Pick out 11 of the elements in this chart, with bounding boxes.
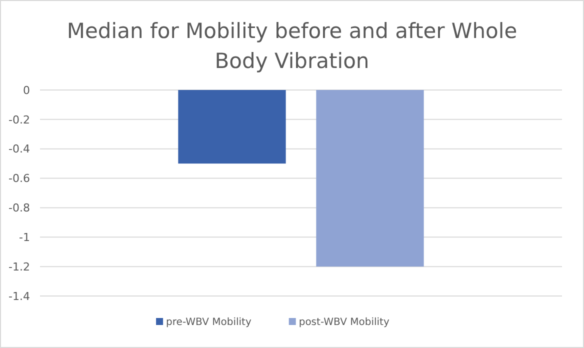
chart-title: Median for Mobility before and after Whole Body Vibration — [66, 19, 518, 73]
y-tick-label: -0.2 — [8, 113, 30, 126]
y-tick-label: -1.4 — [8, 290, 30, 303]
y-tick-label: 0 — [23, 84, 30, 97]
legend-label: post-WBV Mobility — [298, 317, 390, 328]
legend-label: pre-WBV Mobility — [166, 317, 252, 328]
y-tick-label: -0.6 — [8, 172, 30, 186]
y-tick-label: -1.2 — [8, 260, 30, 274]
y-tick-label: -0.4 — [8, 142, 30, 156]
y-tick-label: -1 — [19, 230, 30, 244]
y-tick-label: -0.8 — [8, 202, 30, 215]
